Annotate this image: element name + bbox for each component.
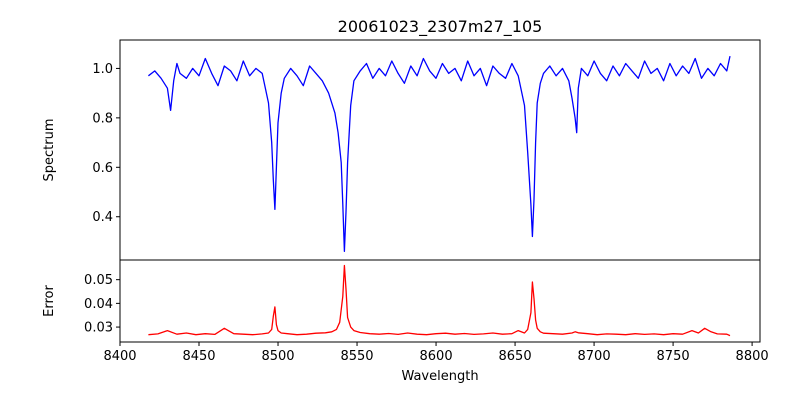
error-frame [119, 259, 761, 343]
x-axis-label: Wavelength [401, 369, 478, 384]
spectrum-ytick-label: 0.6 [92, 161, 113, 176]
spectrum-panel: 0.4 0.6 0.8 1.0 [92, 39, 761, 261]
spectrum-ytick-label: 1.0 [92, 62, 113, 77]
spectrum-frame [119, 39, 761, 261]
x-tick-label: 8750 [657, 349, 690, 364]
error-ytick-label: 0.03 [84, 321, 113, 336]
x-tick-label: 8650 [499, 349, 532, 364]
x-tick-label: 8450 [182, 349, 215, 364]
error-series-line [148, 264, 731, 337]
error-ytick-label: 0.04 [84, 297, 113, 312]
chart-title: 20061023_2307m27_105 [338, 17, 543, 37]
spectrum-series-line [148, 55, 731, 252]
error-panel: 0.03 0.04 0.05 8400 8450 8500 8550 8600 8650 8700… [84, 259, 769, 364]
x-tick-label: 8600 [420, 349, 453, 364]
x-tick-label: 8400 [103, 349, 136, 364]
spectrum-ytick-label: 0.8 [92, 111, 113, 126]
x-tick-label: 8500 [261, 349, 294, 364]
x-tick-label: 8550 [340, 349, 373, 364]
spectrum-ylabel: Spectrum [42, 119, 57, 182]
x-tick-label: 8700 [578, 349, 611, 364]
error-ytick-label: 0.05 [84, 273, 113, 288]
spectrum-ytick-label: 0.4 [92, 210, 113, 225]
error-ylabel: Error [42, 285, 57, 317]
x-tick-label: 8800 [736, 349, 769, 364]
